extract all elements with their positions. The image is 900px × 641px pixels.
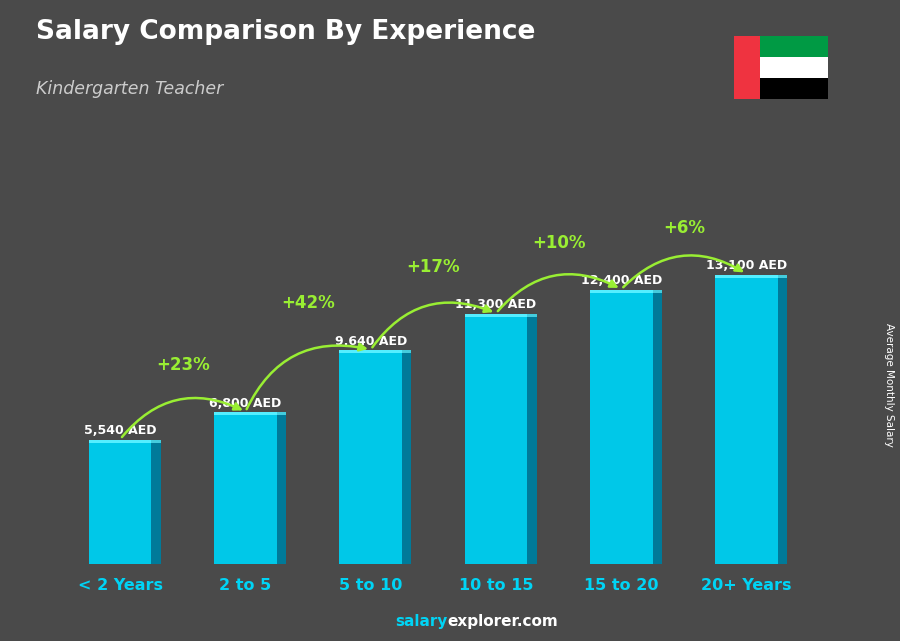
Text: 13,100 AED: 13,100 AED: [706, 259, 788, 272]
Bar: [277, 412, 286, 415]
Bar: [339, 353, 402, 564]
Text: Average Monthly Salary: Average Monthly Salary: [884, 322, 894, 447]
Bar: [590, 293, 652, 564]
Bar: [402, 353, 411, 564]
Bar: [760, 78, 828, 99]
Text: explorer.com: explorer.com: [447, 615, 558, 629]
Text: +42%: +42%: [281, 294, 335, 312]
Text: +10%: +10%: [532, 234, 585, 252]
Text: 6,800 AED: 6,800 AED: [210, 397, 282, 410]
Bar: [778, 278, 788, 564]
Bar: [89, 443, 151, 564]
Text: +6%: +6%: [663, 219, 705, 237]
Bar: [151, 443, 161, 564]
Text: salary: salary: [395, 615, 447, 629]
Bar: [464, 314, 527, 317]
Bar: [402, 350, 411, 353]
Bar: [716, 274, 778, 278]
Text: Salary Comparison By Experience: Salary Comparison By Experience: [36, 19, 536, 46]
Bar: [527, 314, 536, 317]
Bar: [527, 317, 536, 564]
Bar: [89, 440, 151, 443]
Text: 5,540 AED: 5,540 AED: [84, 424, 157, 437]
Text: Kindergarten Teacher: Kindergarten Teacher: [36, 80, 223, 98]
Text: 9,640 AED: 9,640 AED: [335, 335, 407, 347]
Text: +17%: +17%: [407, 258, 460, 276]
Bar: [339, 350, 402, 353]
Bar: [778, 274, 788, 278]
Bar: [716, 278, 778, 564]
Text: 11,300 AED: 11,300 AED: [455, 298, 536, 312]
Bar: [151, 440, 161, 443]
Text: 12,400 AED: 12,400 AED: [580, 274, 662, 287]
Bar: [734, 36, 760, 99]
Bar: [277, 415, 286, 564]
Text: +23%: +23%: [156, 356, 210, 374]
Bar: [214, 415, 277, 564]
Bar: [214, 412, 277, 415]
Bar: [590, 290, 652, 293]
Bar: [760, 57, 828, 78]
Bar: [760, 36, 828, 57]
Bar: [652, 293, 662, 564]
Bar: [652, 290, 662, 293]
Bar: [464, 317, 527, 564]
